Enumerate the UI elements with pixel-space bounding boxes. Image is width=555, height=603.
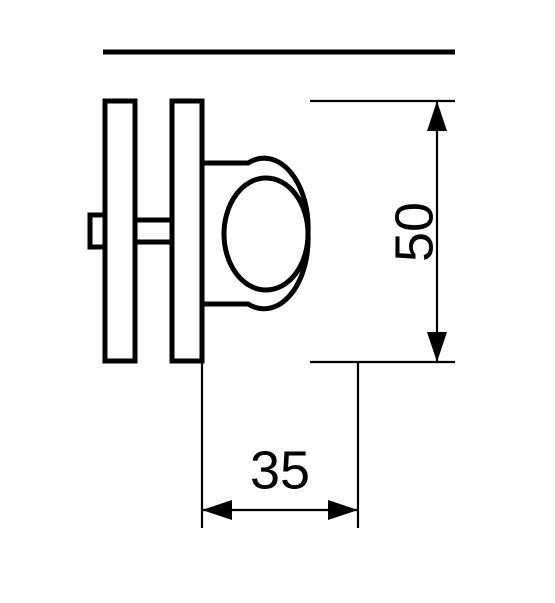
- technical-drawing: 50 35: [0, 0, 555, 603]
- dimension-50-label: 50: [384, 202, 444, 262]
- dimension-35-label: 35: [250, 440, 310, 500]
- part-outline: [90, 101, 308, 361]
